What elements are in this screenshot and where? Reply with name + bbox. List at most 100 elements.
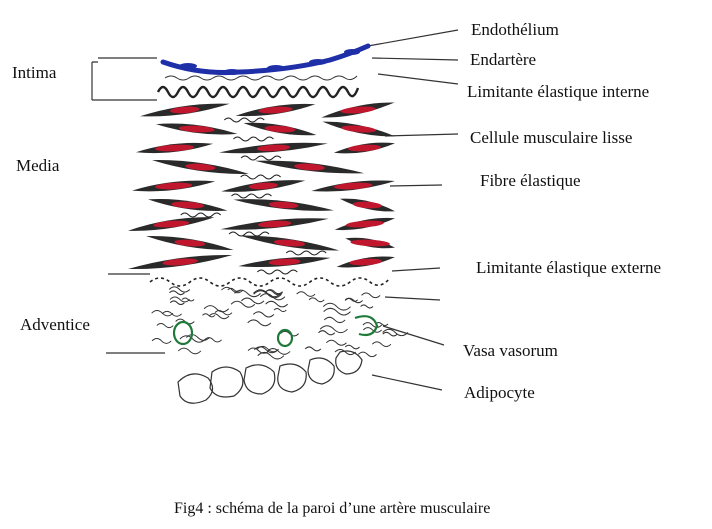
connective-fibre [280, 330, 300, 337]
media-layer [128, 102, 395, 275]
connective-fibre [375, 321, 389, 327]
connective-fibre [227, 287, 242, 293]
adipocytes [177, 350, 363, 404]
elastic-fibre [233, 136, 274, 142]
connective-fibre [253, 346, 279, 354]
muscle-cell-nucleus [154, 182, 193, 190]
connective-fibre [169, 290, 185, 296]
muscle-cell-nucleus [258, 106, 293, 114]
connective-fibre [241, 297, 265, 305]
muscle-cell-nucleus [273, 239, 306, 247]
connective-fibre [214, 310, 233, 316]
connective-fibre [326, 339, 347, 346]
muscle-cell-nucleus [154, 144, 195, 152]
adventice-connective-tissue [151, 286, 409, 360]
label-limitante-interne: Limitante élastique interne [467, 82, 650, 101]
endothelium-layer [160, 43, 371, 76]
muscle-cell-nucleus [171, 201, 205, 209]
connective-fibre [156, 323, 174, 329]
muscle-cell-nucleus [256, 144, 291, 152]
connective-fibre [334, 348, 357, 356]
connective-fibre [296, 291, 316, 297]
connective-fibre [252, 311, 275, 318]
muscle-cell-nucleus [268, 201, 299, 209]
muscle-cell-nucleus [349, 258, 383, 266]
muscle-cell-nucleus [174, 239, 206, 247]
elastic-fibre [223, 117, 265, 123]
right-leader-lines [367, 29, 459, 391]
connective-fibre [169, 300, 185, 305]
elastic-fibre [231, 193, 272, 199]
connective-fibre [266, 348, 291, 355]
connective-fibre [179, 335, 206, 343]
muscle-cell-nucleus [294, 163, 325, 171]
muscle-cell-nucleus [347, 144, 381, 152]
label-adventice: Adventice [20, 315, 90, 334]
connective-fibre [382, 331, 398, 337]
left-leader-lines [91, 57, 165, 354]
elastic-fibre [256, 269, 298, 275]
connective-fibre [247, 319, 272, 327]
muscle-cell-nucleus [352, 201, 382, 209]
label-endothelium: Endothélium [471, 20, 559, 39]
connective-fibre [253, 289, 282, 298]
connective-fibre [344, 297, 363, 304]
connective-fibre [203, 305, 230, 313]
label-fibre-elastique: Fibre élastique [480, 171, 581, 190]
label-intima: Intima [12, 63, 57, 82]
muscle-cell-nucleus [264, 125, 296, 133]
connective-fibre [318, 330, 336, 336]
muscle-cell-nucleus [248, 182, 278, 190]
connective-fibre [181, 297, 195, 302]
muscle-cell-nucleus [153, 220, 190, 228]
muscle-cell-nucleus [170, 106, 200, 114]
connective-fibre [362, 322, 383, 328]
connective-fibre [322, 302, 351, 311]
connective-fibre [208, 313, 230, 320]
connective-fibre [221, 286, 244, 294]
muscle-cell-nucleus [350, 239, 390, 247]
connective-fibre [371, 341, 392, 348]
muscle-cell-nucleus [341, 125, 377, 133]
muscle-cell-nucleus [162, 258, 199, 266]
connective-fibre [185, 334, 210, 341]
connective-fibre [161, 310, 182, 317]
connective-fibre [265, 300, 289, 308]
vasa-vasorum [172, 315, 379, 348]
label-cellule-musculaire: Cellule musculaire lisse [470, 128, 633, 147]
muscle-cell-nucleus [178, 125, 215, 133]
elastic-fibre [240, 155, 282, 161]
endothelial-nuclei [179, 49, 360, 75]
connective-fibre [257, 351, 285, 360]
label-endartere: Endartère [470, 50, 537, 69]
muscle-cell-nucleus [345, 220, 384, 228]
label-vasa-vasorum: Vasa vasorum [463, 341, 558, 360]
endartere-layer [164, 75, 358, 81]
label-adipocyte: Adipocyte [464, 383, 535, 402]
connective-fibre [177, 347, 202, 355]
label-media: Media [16, 156, 60, 175]
connective-fibre [323, 307, 351, 316]
connective-fibre [204, 337, 222, 343]
connective-fibre [151, 338, 172, 344]
figure-caption: Fig4 : schéma de la paroi d’une artère m… [174, 500, 491, 517]
connective-fibre [382, 328, 409, 337]
muscle-cell-nucleus [257, 220, 292, 228]
external-elastic-lamina [149, 277, 391, 287]
connective-fibre [169, 296, 191, 303]
label-limitante-externe: Limitante élastique externe [476, 258, 662, 277]
connective-fibre [361, 292, 381, 299]
connective-fibre [304, 346, 322, 352]
muscle-cell-nucleus [185, 163, 216, 171]
connective-fibre [360, 304, 374, 309]
muscle-cell-nucleus [333, 182, 373, 190]
muscle-cell-nucleus [268, 258, 301, 266]
elastic-fibre [240, 174, 281, 180]
elastic-fibre [285, 250, 327, 256]
connective-fibre [308, 297, 325, 303]
elastic-fibre [180, 212, 222, 218]
connective-fibre [344, 344, 360, 350]
elastic-fibre [228, 231, 270, 237]
